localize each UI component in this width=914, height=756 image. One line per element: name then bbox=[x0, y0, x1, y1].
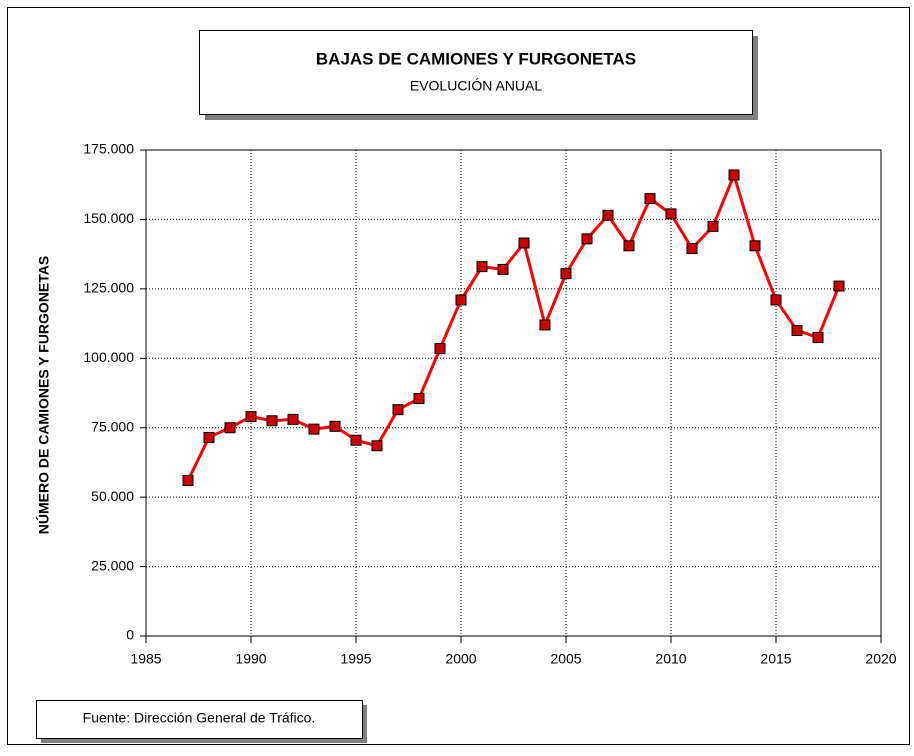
marker bbox=[728, 169, 740, 181]
plot-frame bbox=[145, 149, 882, 637]
marker bbox=[581, 233, 593, 245]
marker bbox=[224, 422, 236, 434]
marker bbox=[308, 423, 320, 435]
marker bbox=[560, 268, 572, 280]
marker bbox=[434, 343, 446, 355]
marker bbox=[644, 193, 656, 205]
source: Fuente: Dirección General de Tráfico. bbox=[83, 710, 316, 726]
x-tick-label: 2015 bbox=[760, 651, 791, 667]
chart-subtitle: EVOLUCIÓN ANUAL bbox=[410, 78, 542, 94]
marker bbox=[413, 393, 425, 405]
marker bbox=[350, 434, 362, 446]
marker bbox=[791, 325, 803, 337]
x-tick-label: 1990 bbox=[235, 651, 266, 667]
y-tick-label: 125.000 bbox=[83, 280, 134, 296]
y-tick-label: 150.000 bbox=[83, 210, 134, 226]
marker bbox=[518, 237, 530, 249]
marker bbox=[686, 243, 698, 255]
y-tick-label: 175.000 bbox=[83, 141, 134, 157]
marker bbox=[287, 413, 299, 425]
y-tick-label: 0 bbox=[126, 627, 134, 643]
marker bbox=[329, 420, 341, 432]
marker bbox=[665, 208, 677, 220]
marker bbox=[455, 294, 467, 306]
marker bbox=[476, 261, 488, 273]
chart-title: BAJAS DE CAMIONES Y FURGONETAS bbox=[316, 49, 636, 68]
marker bbox=[539, 319, 551, 331]
marker bbox=[749, 240, 761, 252]
x-tick-label: 1985 bbox=[130, 651, 161, 667]
marker bbox=[602, 209, 614, 221]
marker bbox=[371, 440, 383, 452]
y-tick-label: 100.000 bbox=[83, 349, 134, 365]
marker bbox=[707, 220, 719, 232]
frame bbox=[7, 7, 910, 745]
marker bbox=[245, 411, 257, 423]
marker bbox=[770, 294, 782, 306]
marker bbox=[182, 474, 194, 486]
x-tick-label: 2010 bbox=[655, 651, 686, 667]
x-tick-label: 2020 bbox=[865, 651, 896, 667]
y-tick-label: 25.000 bbox=[91, 557, 134, 573]
source-box bbox=[36, 700, 363, 739]
x-tick-label: 2005 bbox=[550, 651, 581, 667]
x-tick-label: 2000 bbox=[445, 651, 476, 667]
y-tick-label: 50.000 bbox=[91, 488, 134, 504]
marker bbox=[833, 280, 845, 292]
marker bbox=[812, 331, 824, 343]
marker bbox=[392, 404, 404, 416]
y-tick-label: 75.000 bbox=[91, 418, 134, 434]
marker bbox=[497, 263, 509, 275]
x-tick-label: 1995 bbox=[340, 651, 371, 667]
y-axis-label: NÚMERO DE CAMIONES Y FURGONETAS bbox=[35, 256, 52, 534]
marker bbox=[623, 240, 635, 252]
title-box bbox=[199, 30, 753, 115]
marker bbox=[203, 431, 215, 443]
marker bbox=[266, 415, 278, 427]
